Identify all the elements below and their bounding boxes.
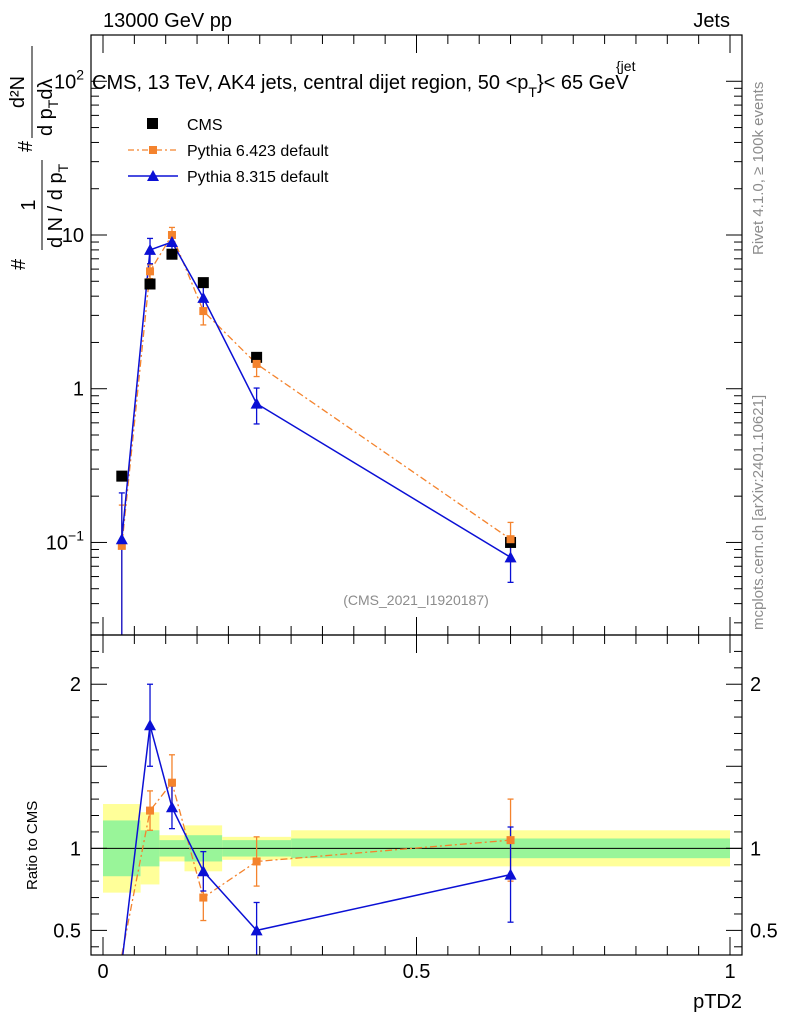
plot-title: CMS, 13 TeV, AK4 jets, central dijet reg… — [92, 72, 629, 100]
pythia6-data-point-5 — [506, 535, 515, 544]
main-ylabel-den2-sub: T — [45, 99, 61, 108]
legend-pythia6-label: Pythia 6.423 default — [187, 143, 329, 160]
pythia8-data-point-3 — [197, 291, 210, 303]
plot-title-sup: {jet — [616, 58, 636, 74]
analysis-id: (CMS_2021_I1920187) — [343, 592, 489, 608]
pythia6-ratio-point-5 — [506, 836, 515, 845]
pythia8-ratio-point-1 — [144, 719, 157, 731]
ratio-ytick-label-left-0: 0.5 — [53, 920, 81, 942]
main-ylabel-den2: d pTdλ — [35, 79, 61, 137]
main-ylabel-hash1: # — [8, 258, 30, 270]
ratio-ylabel: Ratio to CMS — [24, 801, 41, 890]
cms-data-point-3 — [197, 277, 209, 289]
main-ylabel-num2: d²N — [7, 76, 29, 108]
main-ytick-label-0: 10−1 — [46, 527, 84, 554]
cms-data-point-2 — [166, 248, 178, 260]
main-ytick-label-2: 10 — [62, 225, 84, 247]
pythia6-ratio-line — [121, 781, 511, 955]
pythia8-data-point-1 — [144, 243, 157, 255]
pythia8-ratio-point-3 — [197, 865, 210, 877]
pythia6-ratio-point-4 — [252, 857, 261, 866]
pythia8-ratio-line — [122, 725, 511, 955]
pythia8-main-line — [121, 241, 511, 558]
legend-cms-marker — [147, 118, 158, 129]
main-ylabel-frac1: 1 — [18, 199, 40, 210]
legend-pythia8-marker — [147, 170, 159, 181]
pythia8-data-point-2 — [165, 236, 178, 248]
pythia8-data-point-4 — [250, 397, 263, 409]
plot-title-end: }< 65 GeV — [537, 72, 629, 94]
x-tick-label-1: 0.5 — [403, 961, 431, 983]
x-axis-label: pTD2 — [693, 991, 742, 1013]
main-ylabel-den2-text: d p — [35, 108, 57, 136]
category-label: Jets — [693, 10, 730, 32]
main-ylabel-hash2: # — [15, 140, 37, 152]
pythia8-ratio-point-5 — [504, 868, 517, 880]
pythia6-main-line — [121, 233, 511, 546]
pythia6-ratio-point-2 — [167, 778, 176, 787]
ratio-ytick-label-right-1: 1 — [750, 838, 761, 860]
main-ylabel-den1: d N / d pT — [45, 163, 71, 248]
x-tick-label-0: 0 — [97, 961, 108, 983]
ratio-ytick-label-left-1: 1 — [70, 838, 81, 860]
cms-data-point-4 — [251, 351, 263, 363]
rivet-label: Rivet 4.1.0, ≥ 100k events — [750, 82, 767, 255]
pythia6-data-point-3 — [199, 307, 208, 316]
plot-title-main: CMS, 13 TeV, AK4 jets, central dijet reg… — [92, 72, 528, 94]
main-ylabel-den1-text: d N / d p — [45, 172, 67, 248]
pythia8-data-point-5 — [504, 551, 517, 563]
ratio-ytick-label-right-0: 0.5 — [750, 920, 778, 942]
ratio-plot-series — [121, 683, 517, 955]
cms-data-point-1 — [144, 278, 156, 290]
pythia6-data-point-0 — [117, 541, 126, 550]
pythia6-ratio-point-1 — [146, 806, 155, 815]
ratio-series-clipped — [121, 683, 517, 955]
legend-cms-label: CMS — [187, 117, 223, 134]
pythia6-data-point-2 — [167, 231, 176, 239]
main-ylabel-den1-sub: T — [55, 163, 71, 172]
legend-pythia6-marker — [149, 146, 157, 154]
axes-ticks: 10−1 1 10 102 0.5 0.5 1 1 2 2 0 0.5 1 — [46, 34, 778, 983]
pythia6-ratio-point-3 — [199, 893, 208, 902]
x-tick-label-2: 1 — [724, 961, 735, 983]
main-ytick-label-1: 1 — [73, 379, 84, 401]
ratio-ytick-label-left-2: 2 — [70, 674, 81, 696]
legend-pythia8-label: Pythia 8.315 default — [187, 169, 329, 186]
cms-data-point-0 — [116, 470, 128, 482]
energy-label: 13000 GeV pp — [103, 10, 232, 32]
main-ytick-label-3: 102 — [54, 66, 84, 93]
pythia6-data-point-4 — [252, 359, 261, 368]
main-ylabel-den2-end: dλ — [35, 79, 57, 100]
main-ylabel: # 1 d N / d pT # d²N d pTdλ — [7, 46, 71, 270]
pythia8-ratio-point-4 — [250, 924, 263, 936]
ratio-ytick-label-right-2: 2 — [750, 674, 761, 696]
pythia8-ratio-point-2 — [165, 801, 178, 813]
plot-title-sub: T — [528, 84, 537, 100]
legend: CMS Pythia 6.423 default Pythia 8.315 de… — [128, 117, 329, 186]
pythia6-data-point-1 — [146, 267, 155, 276]
mcplots-label: mcplots.cern.ch [arXiv:2401.10621] — [750, 395, 767, 630]
ratio-plot-frame — [90, 634, 743, 956]
pythia8-data-point-0 — [115, 533, 128, 545]
main-plot-series — [115, 226, 517, 635]
